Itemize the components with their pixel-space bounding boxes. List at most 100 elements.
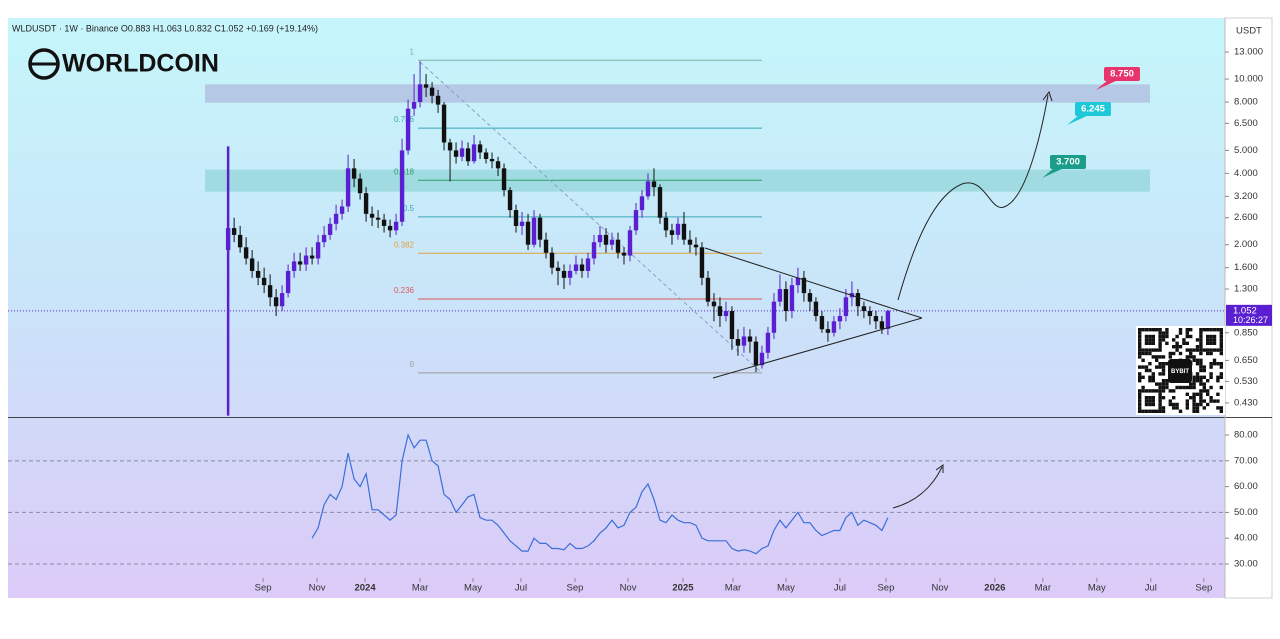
qr-cell xyxy=(1155,389,1159,393)
qr-cell xyxy=(1202,389,1206,393)
qr-cell xyxy=(1155,355,1159,359)
qr-cell xyxy=(1185,385,1189,390)
qr-cell xyxy=(1199,379,1203,383)
arrow-head xyxy=(1042,90,1053,102)
qr-cell xyxy=(1138,406,1142,410)
qr-cell xyxy=(1151,375,1155,379)
candle-body xyxy=(483,152,489,159)
qr-cell xyxy=(1195,362,1200,366)
qr-cell xyxy=(1161,334,1166,339)
qr-cell xyxy=(1189,328,1193,332)
qr-cell xyxy=(1141,351,1145,356)
qr-cell xyxy=(1158,372,1162,376)
qr-cell xyxy=(1138,365,1142,369)
qr-cell xyxy=(1161,355,1166,359)
candle-body xyxy=(759,352,765,366)
qr-cell xyxy=(1168,402,1172,407)
candle-body xyxy=(303,255,309,265)
candle-body xyxy=(591,242,597,259)
qr-cell xyxy=(1148,409,1152,413)
candle-body xyxy=(879,321,885,329)
candle-body xyxy=(621,252,627,256)
countdown-label: 10:26:27 xyxy=(1233,315,1268,325)
qr-cell xyxy=(1185,348,1189,352)
qr-cell xyxy=(1192,406,1196,410)
qr-cell xyxy=(1144,341,1149,345)
qr-cell xyxy=(1185,355,1189,359)
candle-body xyxy=(465,148,471,162)
candle-body xyxy=(753,341,759,366)
candle-body xyxy=(609,239,615,245)
candle-body xyxy=(273,297,279,307)
qr-cell xyxy=(1151,372,1155,376)
qr-cell xyxy=(1202,348,1206,352)
qr-cell xyxy=(1148,389,1152,393)
candle-body xyxy=(663,217,669,231)
qr-cell xyxy=(1192,385,1196,390)
candle-body xyxy=(723,311,729,317)
qr-cell xyxy=(1175,348,1179,352)
qr-cell xyxy=(1199,338,1203,342)
candle-body xyxy=(471,144,477,162)
candle-body xyxy=(531,217,537,245)
target-box xyxy=(1104,67,1140,81)
candle-body xyxy=(687,239,693,245)
qr-cell xyxy=(1172,338,1176,342)
candle-body xyxy=(249,258,255,271)
candle-body xyxy=(525,221,531,245)
qr-cell xyxy=(1206,402,1210,407)
qr-cell xyxy=(1202,385,1206,390)
candle-body xyxy=(435,95,441,105)
qr-cell xyxy=(1206,341,1210,345)
qr-cell xyxy=(1189,382,1193,386)
qr-cell xyxy=(1161,338,1166,342)
projection-curve xyxy=(897,94,1049,301)
qr-cell xyxy=(1141,385,1145,390)
qr-cell xyxy=(1178,409,1183,413)
candle-body xyxy=(651,181,657,188)
target-label: 6.245 xyxy=(1081,104,1105,115)
qr-cell xyxy=(1185,392,1189,396)
candle-body xyxy=(477,144,483,153)
triangle-upper xyxy=(704,247,923,319)
rsi-tick-label: 40.00 xyxy=(1234,533,1258,544)
qr-cell xyxy=(1172,389,1176,393)
qr-cell xyxy=(1202,375,1206,379)
qr-cell xyxy=(1199,331,1203,335)
qr-cell xyxy=(1178,385,1183,390)
qr-cell xyxy=(1151,355,1155,359)
qr-cell xyxy=(1175,402,1179,407)
qr-cell xyxy=(1175,334,1179,339)
plot-layer: 10.7860.6180.50.3820.236013.00010.0008.0… xyxy=(8,47,1272,594)
qr-cell xyxy=(1158,399,1162,403)
qr-cell xyxy=(1178,351,1183,356)
qr-cell xyxy=(1199,396,1203,400)
qr-cell xyxy=(1165,382,1169,386)
qr-cell xyxy=(1161,406,1166,410)
qr-cell xyxy=(1199,402,1203,407)
qr-cell xyxy=(1148,341,1152,345)
qr-cell xyxy=(1165,328,1169,332)
qr-cell xyxy=(1144,409,1149,413)
qr-cell xyxy=(1158,402,1162,407)
candle-body xyxy=(777,289,783,302)
candle-body xyxy=(789,285,795,312)
candle-body xyxy=(669,230,675,235)
x-tick-label: Nov xyxy=(620,583,637,594)
candle-body xyxy=(243,247,249,259)
qr-cell xyxy=(1199,334,1203,339)
candle-body xyxy=(699,247,705,278)
y-tick-label: 2.000 xyxy=(1234,239,1258,250)
qr-cell xyxy=(1195,406,1200,410)
qr-cell xyxy=(1202,365,1206,369)
candle-body xyxy=(561,270,567,278)
qr-cell xyxy=(1138,331,1142,335)
arrow-head xyxy=(935,464,944,473)
candle-body xyxy=(831,321,837,333)
x-tick-label: May xyxy=(464,583,482,594)
qr-cell xyxy=(1172,396,1176,400)
fib-label: 0.382 xyxy=(394,240,415,249)
candle-body xyxy=(615,239,621,253)
qr-cell xyxy=(1155,365,1159,369)
qr-cell xyxy=(1212,362,1217,366)
